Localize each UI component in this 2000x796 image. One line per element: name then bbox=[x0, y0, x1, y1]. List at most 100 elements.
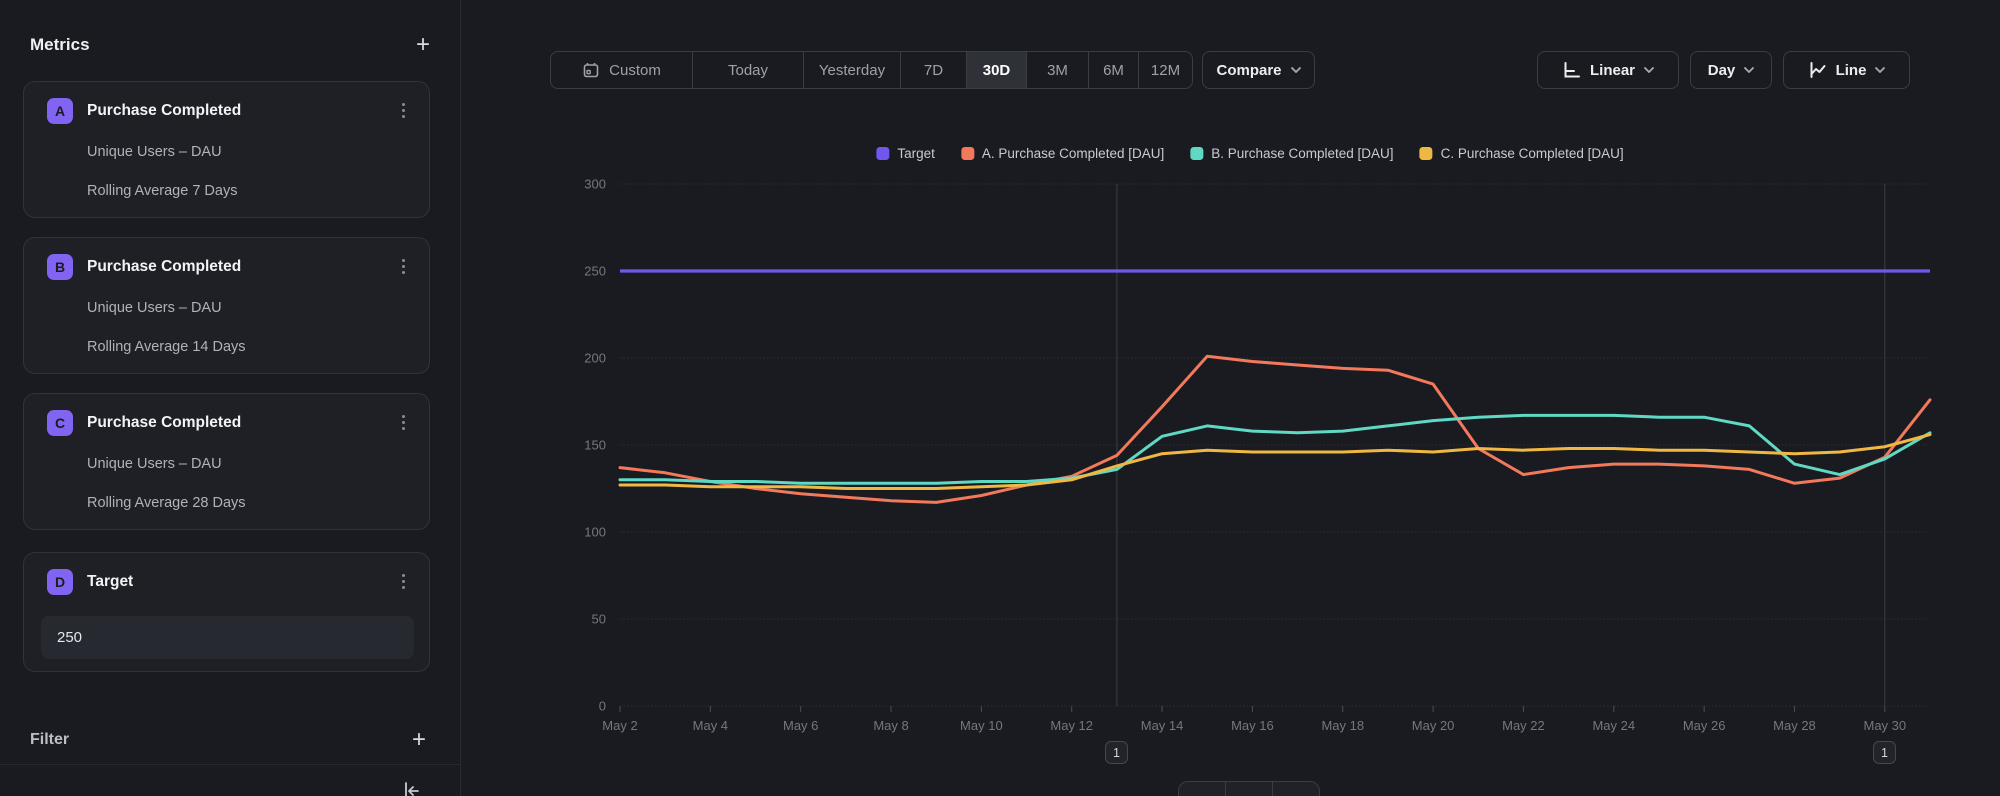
sidebar-title: Metrics bbox=[30, 35, 90, 54]
range-7d[interactable]: 7D bbox=[901, 52, 967, 88]
chevron-down-icon bbox=[1644, 67, 1654, 73]
kebab-menu-icon[interactable] bbox=[397, 570, 409, 592]
legend-label: C. Purchase Completed [DAU] bbox=[1440, 146, 1624, 161]
annotation-badge[interactable]: 1 bbox=[1105, 741, 1128, 764]
range-yesterday[interactable]: Yesterday bbox=[804, 52, 901, 88]
metric-title: Purchase Completed bbox=[87, 102, 242, 119]
interval-label: Day bbox=[1707, 61, 1736, 79]
chevron-down-icon bbox=[1744, 67, 1755, 73]
chart-style-option[interactable] bbox=[1273, 782, 1319, 796]
x-axis-tick-label: May 2 bbox=[602, 718, 637, 733]
legend-label: A. Purchase Completed [DAU] bbox=[981, 146, 1165, 161]
metric-card-b[interactable]: B Purchase Completed Unique Users – DAU … bbox=[23, 237, 430, 374]
add-metric-button[interactable]: + bbox=[415, 31, 430, 58]
legend-swatch bbox=[1190, 147, 1204, 160]
y-axis-tick-label: 0 bbox=[599, 699, 606, 714]
chevron-down-icon bbox=[1875, 67, 1886, 73]
filter-section: Filter + bbox=[30, 726, 426, 754]
range-label: 6M bbox=[1103, 61, 1124, 79]
target-title: Target bbox=[87, 573, 134, 590]
legend-swatch bbox=[960, 147, 974, 160]
sidebar-divider bbox=[0, 764, 460, 765]
metric-rolling-average[interactable]: Rolling Average 14 Days bbox=[87, 339, 246, 355]
x-axis-tick-label: May 12 bbox=[1050, 718, 1093, 733]
bottom-chart-style-toolbar bbox=[1178, 781, 1320, 796]
range-30d-active[interactable]: 30D bbox=[967, 52, 1027, 88]
range-label: Yesterday bbox=[818, 61, 886, 79]
filter-title: Filter bbox=[30, 731, 70, 748]
metric-measure[interactable]: Unique Users – DAU bbox=[87, 144, 222, 160]
kebab-menu-icon[interactable] bbox=[397, 411, 409, 433]
sidebar-header: Metrics + bbox=[30, 30, 430, 60]
metric-measure[interactable]: Unique Users – DAU bbox=[87, 300, 222, 316]
y-axis-tick-label: 50 bbox=[592, 612, 606, 627]
chart-type-selector-button[interactable]: Line bbox=[1783, 51, 1910, 89]
x-axis-tick-label: May 22 bbox=[1502, 718, 1545, 733]
range-label: Custom bbox=[609, 61, 661, 79]
x-axis-tick-label: May 28 bbox=[1773, 718, 1816, 733]
metric-letter-badge: C bbox=[47, 410, 73, 436]
target-value-input[interactable] bbox=[41, 616, 414, 659]
kebab-menu-icon[interactable] bbox=[397, 255, 409, 277]
range-12m[interactable]: 12M bbox=[1139, 52, 1192, 88]
series-line-1 bbox=[618, 354, 1932, 504]
date-range-selector: Custom Today Yesterday 7D 30D 3M 6M 12M bbox=[550, 51, 1193, 89]
range-custom[interactable]: Custom bbox=[551, 52, 693, 88]
range-6m[interactable]: 6M bbox=[1089, 52, 1139, 88]
scale-selector-button[interactable]: Linear bbox=[1537, 51, 1679, 89]
x-axis-tick-label: May 20 bbox=[1412, 718, 1455, 733]
legend-item-b[interactable]: B. Purchase Completed [DAU] bbox=[1190, 146, 1394, 161]
calendar-icon bbox=[583, 63, 599, 78]
collapse-sidebar-icon[interactable] bbox=[398, 779, 424, 796]
metric-letter-badge: A bbox=[47, 98, 73, 124]
chevron-down-icon bbox=[1290, 67, 1301, 73]
x-axis-tick-label: May 18 bbox=[1321, 718, 1364, 733]
legend-swatch bbox=[1419, 147, 1433, 160]
x-axis-tick-label: May 30 bbox=[1864, 718, 1907, 733]
range-label: 3M bbox=[1047, 61, 1068, 79]
series-line-3 bbox=[618, 433, 1932, 490]
y-axis-tick-label: 300 bbox=[584, 177, 606, 192]
x-axis-tick-label: May 14 bbox=[1141, 718, 1184, 733]
legend-item-c[interactable]: C. Purchase Completed [DAU] bbox=[1419, 146, 1624, 161]
compare-button[interactable]: Compare bbox=[1202, 51, 1315, 89]
legend-item-target[interactable]: Target bbox=[876, 146, 935, 161]
kebab-menu-icon[interactable] bbox=[397, 99, 409, 121]
add-filter-button[interactable]: + bbox=[411, 726, 426, 753]
x-axis-tick-label: May 6 bbox=[783, 718, 818, 733]
target-card[interactable]: D Target bbox=[23, 552, 430, 672]
legend-item-a[interactable]: A. Purchase Completed [DAU] bbox=[960, 146, 1165, 161]
chart-legend: Target A. Purchase Completed [DAU] B. Pu… bbox=[876, 146, 1624, 161]
x-axis-tick-label: May 4 bbox=[693, 718, 728, 733]
y-axis-tick-label: 250 bbox=[584, 264, 606, 279]
line-chart-icon bbox=[1810, 61, 1826, 78]
range-today[interactable]: Today bbox=[693, 52, 804, 88]
metric-letter-badge: D bbox=[47, 569, 73, 595]
x-axis-tick-label: May 24 bbox=[1592, 718, 1635, 733]
interval-selector-button[interactable]: Day bbox=[1690, 51, 1772, 89]
metric-letter-badge: B bbox=[47, 254, 73, 280]
axis-scale-icon bbox=[1564, 61, 1580, 77]
y-axis-tick-label: 100 bbox=[584, 525, 606, 540]
y-axis-tick-label: 200 bbox=[584, 351, 606, 366]
x-axis-tick-label: May 16 bbox=[1231, 718, 1274, 733]
annotation-badge[interactable]: 1 bbox=[1873, 741, 1896, 764]
legend-swatch bbox=[876, 147, 890, 160]
metric-measure[interactable]: Unique Users – DAU bbox=[87, 456, 222, 472]
range-label: 30D bbox=[982, 61, 1011, 79]
legend-label: Target bbox=[897, 146, 935, 161]
range-3m[interactable]: 3M bbox=[1027, 52, 1089, 88]
metric-rolling-average[interactable]: Rolling Average 7 Days bbox=[87, 183, 238, 199]
metric-card-c[interactable]: C Purchase Completed Unique Users – DAU … bbox=[23, 393, 430, 530]
metric-card-a[interactable]: A Purchase Completed Unique Users – DAU … bbox=[23, 81, 430, 218]
metrics-line-chart: 0 50 100 150 200 250 300 May 2 May 4 May 6 May 8 Ma… bbox=[584, 177, 1932, 733]
y-axis-tick-label: 150 bbox=[584, 438, 606, 453]
compare-label: Compare bbox=[1216, 61, 1282, 79]
chart-style-option-selected[interactable] bbox=[1179, 782, 1226, 796]
chart-style-option[interactable] bbox=[1226, 782, 1273, 796]
legend-label: B. Purchase Completed [DAU] bbox=[1211, 146, 1394, 161]
range-label: 7D bbox=[923, 61, 944, 79]
metric-title: Purchase Completed bbox=[87, 258, 242, 275]
metric-rolling-average[interactable]: Rolling Average 28 Days bbox=[87, 495, 246, 511]
